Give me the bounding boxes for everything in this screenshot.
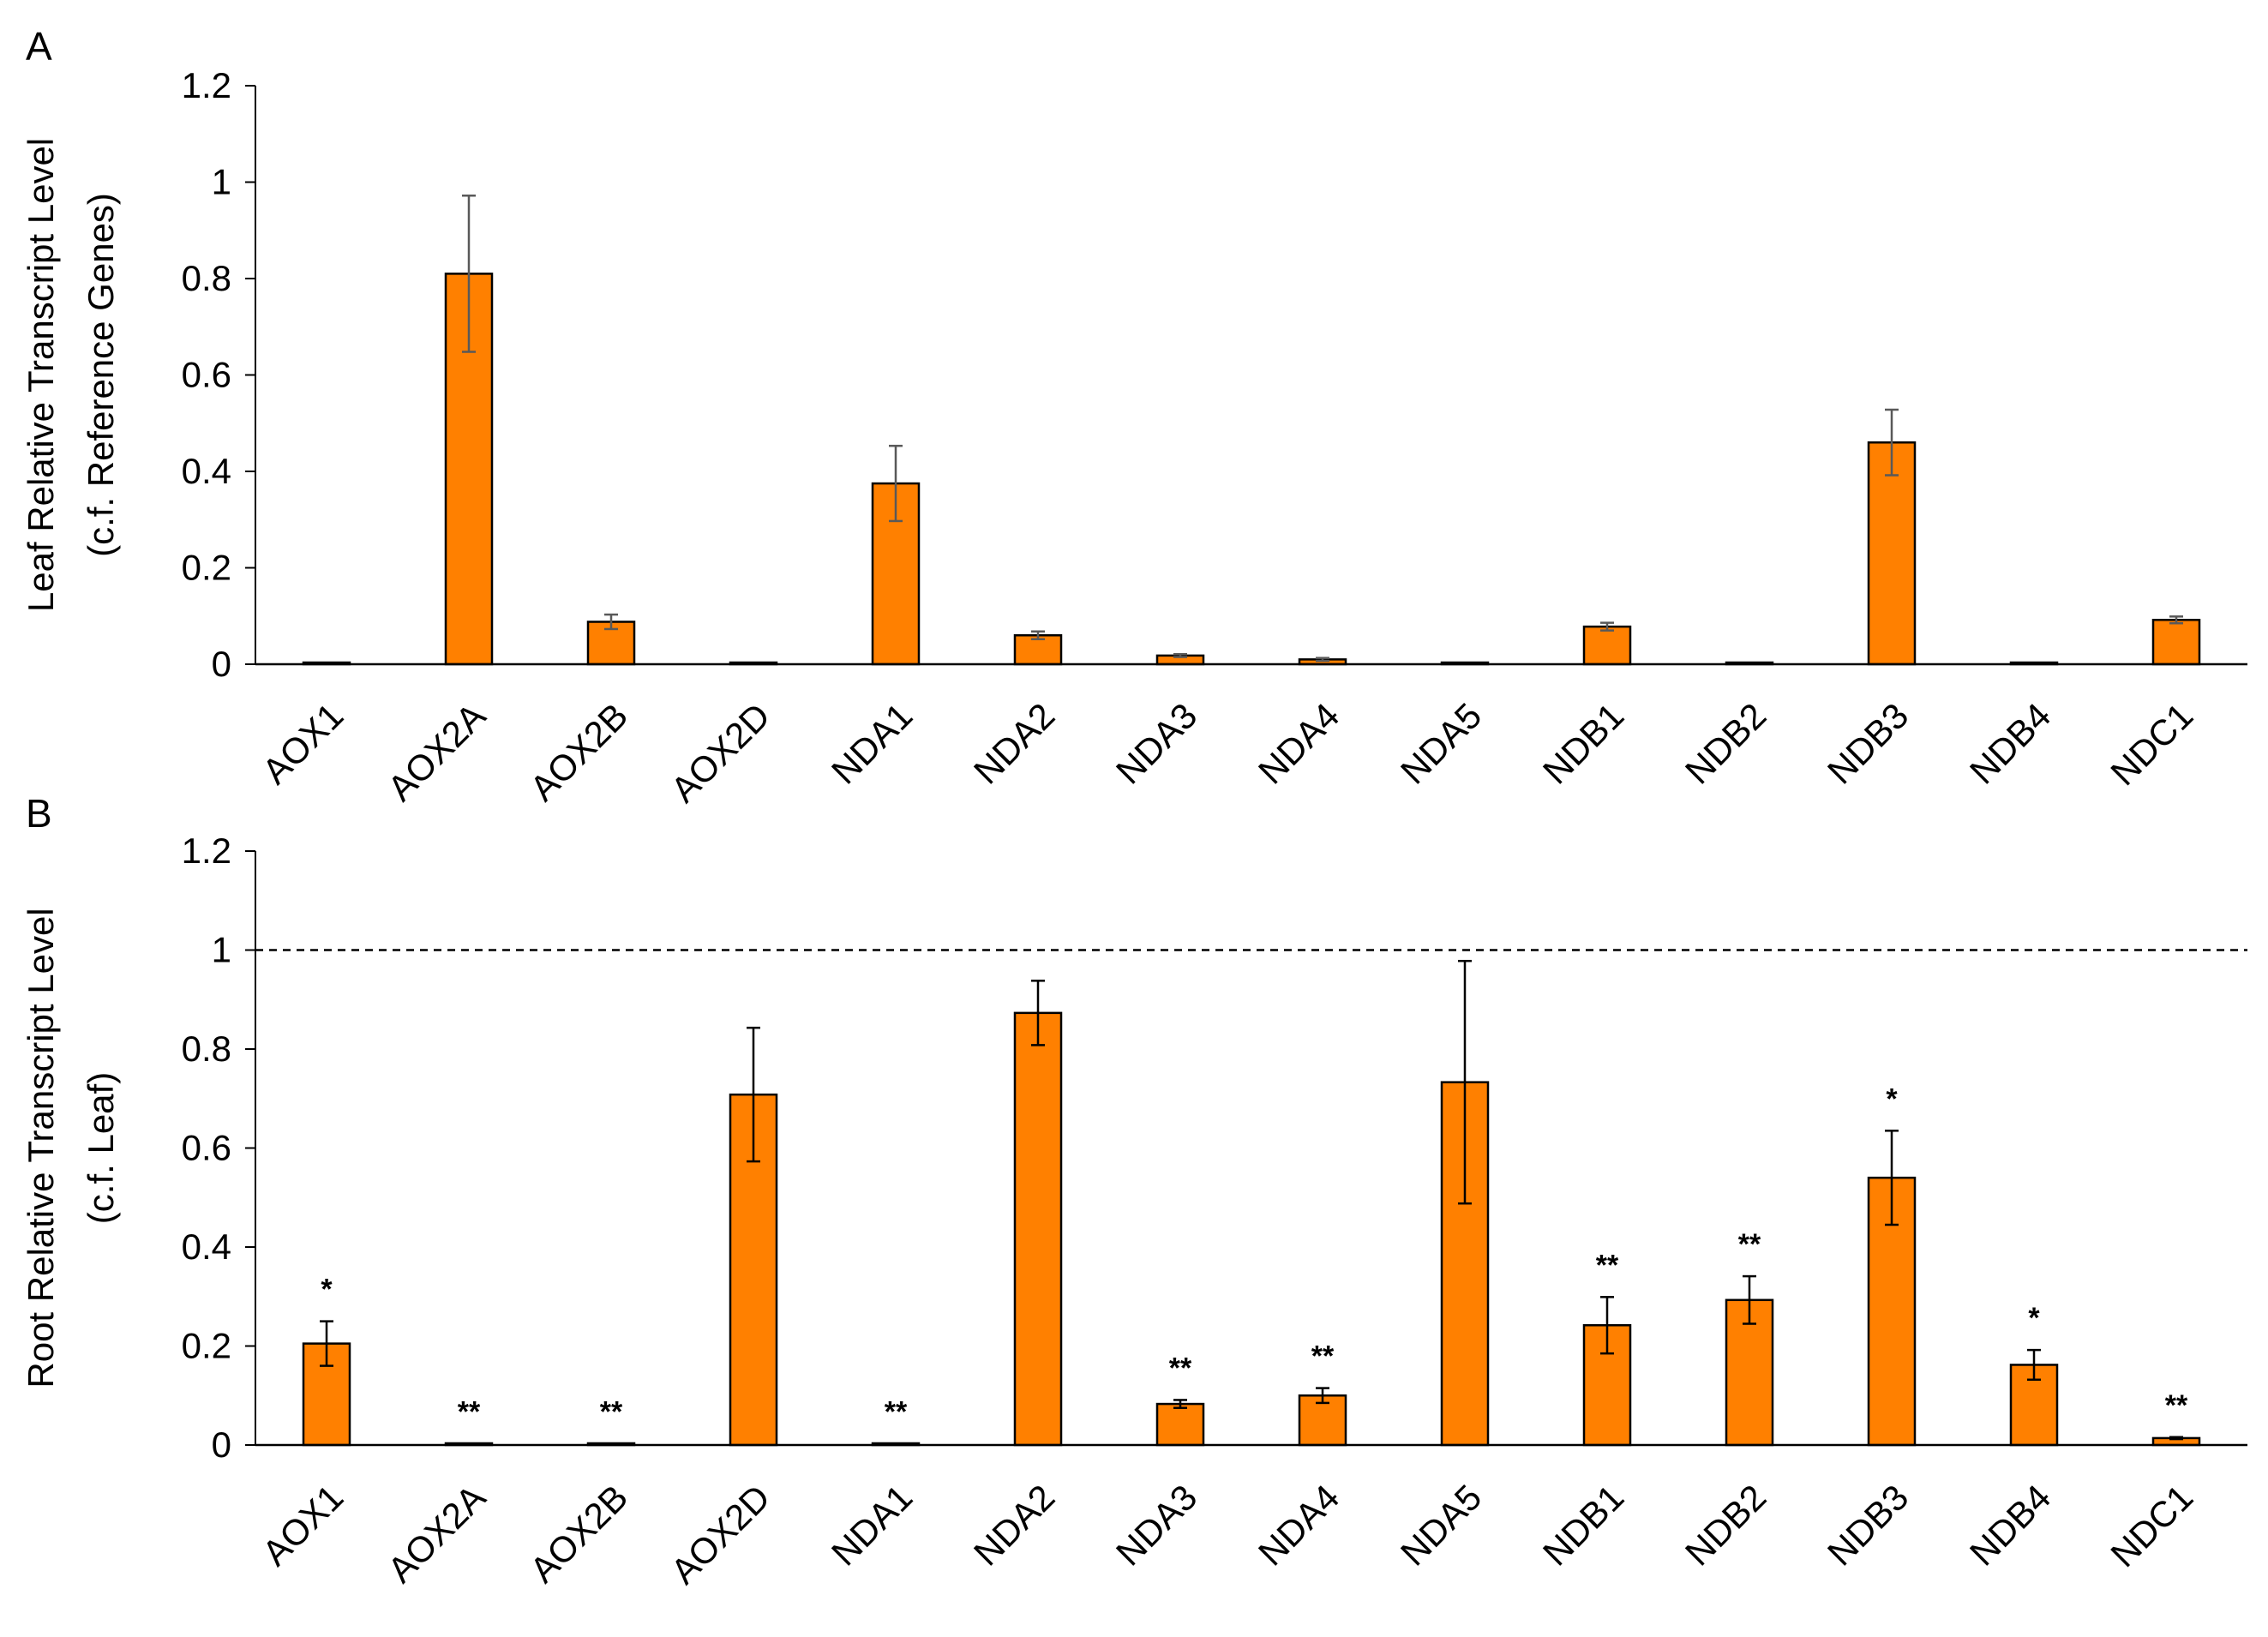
- panel-b-significance-nda4: **: [1311, 1340, 1335, 1373]
- panel-b-x-tick-label: NDB2: [1677, 1477, 1773, 1573]
- panel-a-x-tick-label: NDB2: [1677, 695, 1773, 791]
- panel-b-x-tick-label: NDB3: [1820, 1477, 1916, 1573]
- panel-a-y-tick-label: 0.6: [182, 355, 231, 395]
- panel-a-x-tick-label: NDC1: [2103, 695, 2200, 793]
- panel-b-significance-aox1: *: [321, 1274, 333, 1306]
- panel-a-x-tick-label: NDB4: [1962, 695, 2058, 791]
- panel-a-x-tick-label: NDA1: [824, 695, 920, 791]
- panel-b-significance-ndb1: **: [1596, 1249, 1619, 1281]
- panel-b-x-tick-label: NDA4: [1251, 1477, 1347, 1573]
- panel-a-bar-ndb1: [1582, 625, 1632, 666]
- panel-b-x-tick-label: NDA1: [824, 1477, 920, 1573]
- panel-b-significance-ndb3: *: [1886, 1082, 1898, 1115]
- panel-a-y-tick-label: 0.8: [182, 258, 231, 298]
- panel-b-y-tick-label: 0: [212, 1424, 231, 1465]
- panel-b-x-tick-label: AOX1: [255, 1477, 351, 1573]
- panel-b-x-tick-label: AOX2D: [663, 1477, 777, 1592]
- panel-b-x-tick-label: NDB1: [1535, 1477, 1631, 1573]
- panel-b-significance-aox2a: **: [458, 1395, 481, 1428]
- panel-a-y-tick-label: 0.2: [182, 548, 231, 588]
- panel-b-y-tick-label: 0.4: [182, 1226, 231, 1267]
- panel-b-y-tick-label: 0.8: [182, 1028, 231, 1069]
- panel-b-x-tick-label: NDA2: [966, 1477, 1062, 1573]
- panel-b-y-tick-label: 0.6: [182, 1128, 231, 1168]
- panel-b-y-tick-label: 0.2: [182, 1326, 231, 1366]
- panel-b-y-axis-title: Root Relative Transcript Level: [21, 908, 61, 1388]
- panel-b: B 00.20.40.60.811.2*AOX1**AOX2A**AOX2B AO…: [21, 791, 2247, 1592]
- panel-a-x-tick-label: NDA5: [1393, 695, 1489, 791]
- panel-a-y-axis-title: Leaf Relative Transcript Level: [21, 138, 61, 612]
- panel-a-y-tick-label: 1: [212, 162, 231, 202]
- panel-b-y-tick-label: 1: [212, 930, 231, 970]
- panel-a-x-tick-label: NDA4: [1251, 695, 1347, 791]
- panel-b-significance-nda1: **: [885, 1395, 908, 1428]
- panel-a-bar-ndc1: [2151, 619, 2201, 666]
- panel-b-y-axis-subtitle: (c.f. Leaf): [81, 1072, 121, 1224]
- panel-b-significance-aox2b: **: [600, 1395, 623, 1428]
- panel-a-x-tick-label: AOX2B: [522, 695, 635, 808]
- panel-b-significance-ndb2: **: [1738, 1228, 1761, 1261]
- panel-a-y-axis-subtitle: (c.f. Reference Genes): [81, 193, 121, 557]
- panel-a-x-tick-label: AOX1: [255, 695, 351, 791]
- panel-a-y-tick-label: 0.4: [182, 451, 231, 491]
- panel-a: A 0 0.2 0.4 0.6 0.8 1 1.2 AOX1 AOX2A AOX2B AOX2D ND…: [21, 24, 2247, 810]
- panel-b-x-tick-label: NDA5: [1393, 1477, 1489, 1573]
- panel-b-x-tick-label: NDC1: [2103, 1477, 2200, 1574]
- panel-b-significance-nda3: **: [1169, 1352, 1192, 1384]
- panel-b-x-tick-label: AOX2B: [522, 1477, 635, 1590]
- panel-a-x-tick-label: NDA2: [966, 695, 1062, 791]
- panel-b-y-tick-label: 1.2: [182, 830, 231, 871]
- panel-b-x-tick-label: NDA3: [1108, 1477, 1204, 1573]
- panel-b-significance-ndb4: *: [2028, 1302, 2040, 1334]
- panel-a-letter: A: [26, 24, 52, 69]
- panel-b-significance-ndc1: **: [2165, 1389, 2188, 1422]
- panel-b-x-tick-label: NDB4: [1962, 1477, 2058, 1573]
- panel-b-letter: B: [26, 791, 52, 836]
- panel-a-x-tick-label: NDA3: [1108, 695, 1204, 791]
- panel-a-x-tick-label: AOX2A: [380, 695, 493, 808]
- panel-a-y-tick-label: 0: [212, 644, 231, 684]
- panel-a-x-tick-label: AOX2D: [663, 695, 777, 810]
- panel-a-x-tick-label: NDB1: [1535, 695, 1631, 791]
- panel-a-x-tick-label: NDB3: [1820, 695, 1916, 791]
- panel-b-bar-nda3: [1155, 1402, 1205, 1447]
- panel-a-y-tick-label: 1.2: [182, 65, 231, 105]
- panel-b-x-tick-label: AOX2A: [380, 1477, 493, 1590]
- panel-b-bar-nda2: [1013, 1011, 1063, 1447]
